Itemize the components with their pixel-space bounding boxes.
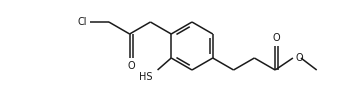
Text: Cl: Cl [78,17,87,27]
Text: HS: HS [139,72,153,82]
Text: O: O [296,53,304,63]
Text: O: O [127,61,135,71]
Text: O: O [273,33,280,43]
